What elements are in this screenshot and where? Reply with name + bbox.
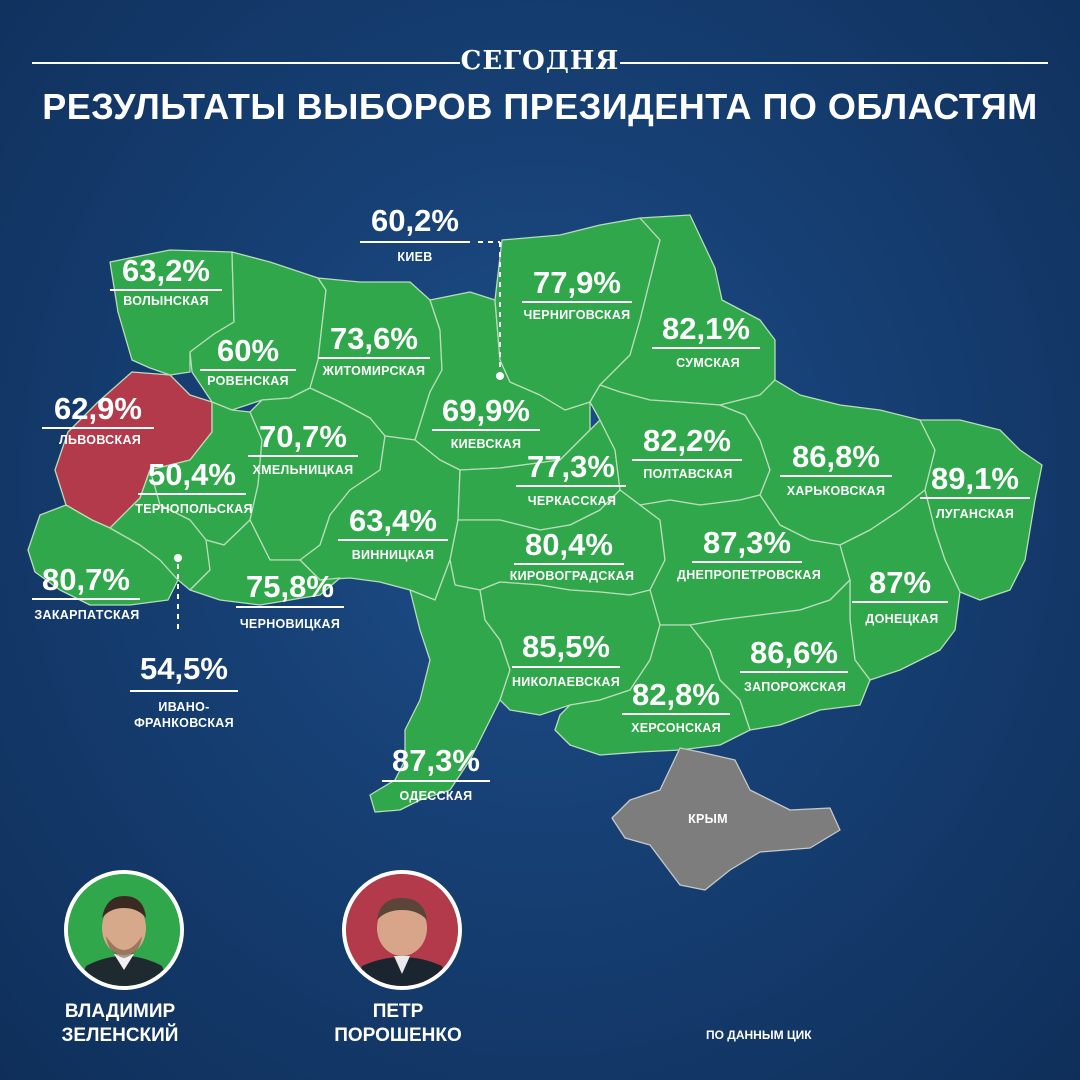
page-title: РЕЗУЛЬТАТЫ ВЫБОРОВ ПРЕЗИДЕНТА ПО ОБЛАСТЯ… [42,86,1038,127]
label-dnipropetrovsk-pct: 87,3% [703,525,791,560]
label-sumy-pct: 82,1% [662,311,750,346]
label-zakarpattia-pct: 80,7% [42,562,130,597]
label-kyiv-oblast-pct: 69,9% [442,393,530,428]
label-zakarpattia-rule [32,598,140,600]
label-kirovohrad-rule [514,563,624,565]
label-dnipropetrovsk-name: ДНЕПРОПЕТРОВСКАЯ [676,568,822,582]
label-zakarpattia-name: ЗАКАРПАТСКАЯ [34,608,140,622]
label-donetsk-name: ДОНЕЦКАЯ [865,612,939,626]
label-lviv-name: ЛЬВОВСКАЯ [58,433,142,447]
region-volyn [109,249,235,376]
label-kharkiv-name: ХАРЬКОВСКАЯ [786,484,886,498]
region-chernivtsi [189,519,341,606]
region-zakarpattia [27,504,179,606]
label-chernivtsi-pct: 75,8% [246,569,334,604]
label-dnipropetrovsk-rule [692,561,802,563]
label-vinnytsia-name: ВИННИЦКАЯ [351,548,435,562]
poroshenko-name-line1: ПЕТР [372,1001,424,1022]
region-vinnytsia [299,435,461,601]
label-ivano-frankivsk-name-line2: ФРАНКОВСКАЯ [134,716,234,730]
label-kiev-city-pct: 60,2% [371,203,459,238]
label-volyn-rule [110,289,222,291]
label-ivano-frankivsk-name-line1: ИВАНО- [158,700,210,714]
label-zaporizhzhia-rule [740,671,848,673]
label-kharkiv-rule [780,475,892,477]
label-cherkasy-name: ЧЕРКАССКАЯ [527,494,617,508]
label-sumy-rule [652,347,760,349]
label-odesa-pct: 87,3% [392,743,480,778]
label-zaporizhzhia-pct: 86,6% [750,635,838,670]
label-ternopil-pct: 50,4% [148,457,236,492]
brand-logo-text: СЕГОДНЯ [460,46,620,76]
source-note: ПО ДАННЫМ ЦИК [706,1028,812,1042]
label-zhytomyr-name: ЖИТОМИРСКАЯ [322,364,426,378]
label-khmelnytskyi-rule [248,455,358,457]
label-vinnytsia-pct: 63,4% [349,503,437,538]
poroshenko-name-line2: ПОРОШЕНКО [334,1025,462,1046]
label-chernihiv-pct: 77,9% [533,265,621,300]
label-sumy-name: СУМСКАЯ [676,356,740,370]
label-zaporizhzhia-name: ЗАПОРОЖСКАЯ [743,680,847,694]
label-lviv-rule [42,427,154,429]
label-khmelnytskyi-pct: 70,7% [259,419,347,454]
header-rule-left [32,62,460,64]
label-khmelnytskyi-name: ХМЕЛЬНИЦКАЯ [252,463,354,477]
label-luhansk-pct: 89,1% [931,461,1019,496]
header-rule-right [620,62,1048,64]
label-lviv-pct: 62,9% [54,391,142,426]
label-kharkiv-pct: 86,8% [792,439,880,474]
ivano-frankivsk-marker [174,554,182,562]
label-crimea-name: КРЫМ [688,812,728,826]
label-ternopil-rule [138,493,246,495]
label-volyn-pct: 63,2% [122,253,210,288]
kiev-city-marker [496,372,504,380]
label-zhytomyr-rule [318,357,430,359]
label-kherson-name: ХЕРСОНСКАЯ [631,721,721,735]
label-rivne-pct: 60% [216,333,280,368]
label-kirovohrad-pct: 80,4% [525,527,613,562]
label-odesa-rule [382,780,490,782]
label-kiev-city-name: КИЕВ [397,250,433,264]
region-crimea [611,747,841,891]
label-ternopil-name: ТЕРНОПОЛЬСКАЯ [135,502,253,516]
label-chernivtsi-rule [236,606,344,608]
zelensky-photo [64,870,184,990]
label-rivne-name: РОВЕНСКАЯ [207,374,289,388]
label-kherson-pct: 82,8% [632,677,720,712]
zelensky-name-line2: ЗЕЛЕНСКИЙ [61,1025,179,1046]
label-vinnytsia-rule [338,539,448,541]
label-donetsk-rule [852,601,948,603]
label-poltava-pct: 82,2% [643,423,731,458]
label-luhansk-rule [920,497,1030,499]
label-kyiv-oblast-name: КИЕВСКАЯ [450,437,522,451]
label-volyn-name: ВОЛЫНСКАЯ [123,294,209,308]
label-kirovohrad-name: КИРОВОГРАДСКАЯ [509,569,635,583]
label-luhansk-name: ЛУГАНСКАЯ [935,507,1015,521]
label-chernihiv-name: ЧЕРНИГОВСКАЯ [523,308,631,322]
label-donetsk-pct: 87% [868,565,932,600]
region-zaporizhzhia [689,579,871,731]
label-rivne-rule [200,369,296,371]
label-ivano-frankivsk-rule [130,690,238,692]
label-chernivtsi-name: ЧЕРНОВИЦКАЯ [239,617,341,631]
label-mykolaiv-name: НИКОЛАЕВСКАЯ [511,675,620,689]
label-odesa-name: ОДЕССКАЯ [399,789,473,803]
label-poltava-name: ПОЛТАВСКАЯ [643,467,733,481]
label-kherson-rule [622,713,730,715]
label-cherkasy-rule [516,485,626,487]
label-mykolaiv-pct: 85,5% [522,629,610,664]
poroshenko-photo [342,870,462,990]
label-kiev-city-rule [360,241,470,243]
label-ivano-frankivsk-pct: 54,5% [140,651,228,686]
label-zhytomyr-pct: 73,6% [330,321,418,356]
zelensky-name-line1: ВЛАДИМИР [64,1001,176,1022]
label-mykolaiv-rule [512,666,620,668]
label-poltava-rule [632,459,742,461]
label-kyiv-oblast-rule [432,429,540,431]
label-cherkasy-pct: 77,3% [527,449,615,484]
label-chernihiv-rule [522,301,632,303]
